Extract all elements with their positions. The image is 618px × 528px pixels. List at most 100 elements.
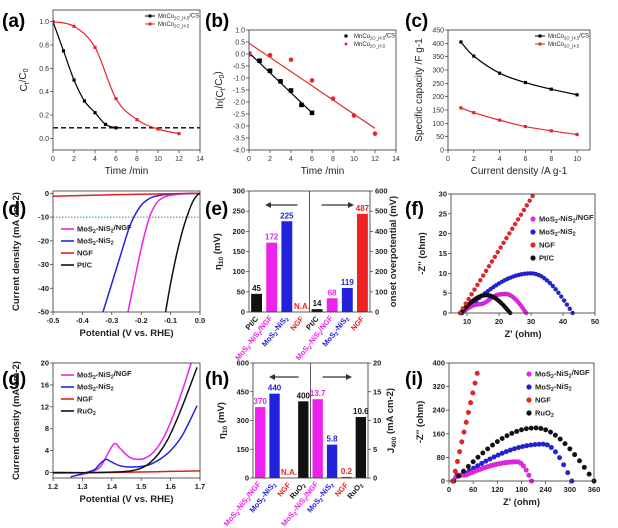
data-point [351,113,357,118]
legend-label-part: /NGF [114,223,132,232]
legend-label-sub: 2 [93,241,96,247]
data-point [498,118,502,122]
data-point [470,459,476,465]
y-tick-label: 400 [432,41,444,48]
data-point [486,263,492,269]
x-tick-label: 0 [51,156,55,163]
legend-label: MoS2​-NiS2​/NGF [535,368,590,380]
legend-marker [344,42,348,46]
y-tick-label: 320 [432,382,445,391]
y-tick-label: 150 [432,108,444,115]
panel-c: (c) 0 50 100 150 200 250 300 350 400 450 0 2 4 6 8 10 Spe… [405,11,591,177]
bar [355,417,366,478]
y-tick-label: 0.2 [39,113,49,120]
data-point [533,425,539,431]
data-point [460,306,466,311]
data-point [543,427,549,433]
series-line [53,21,180,135]
x-tick-label: 1.2 [48,482,58,491]
x-tick-label: -0.4 [76,316,90,325]
data-point [495,452,501,458]
legend-label-part: -NiS [96,382,111,391]
panel-label: (h) [205,369,229,390]
y-tick-label: 20 [373,359,381,368]
y-axis-title: onset overpotential (mV) [388,196,399,307]
data-point [479,460,485,467]
y-axis-title-sub: t [220,88,227,90]
data-point [288,57,294,63]
data-point [558,294,564,299]
y-tick-label: 150 [232,247,245,256]
series-line [76,363,192,477]
panel-f: (f) 0 5 10 15 20 25 30 10 20 30 40 50 -Z'' (ohm) Z' (o… [405,190,599,341]
y-tick-label: -1.0 [233,76,245,83]
y-tick-label: 450 [236,387,249,396]
legend-marker [526,397,532,403]
data-point [135,118,139,122]
bar-value-label: 10.6 [353,407,369,416]
bar [266,242,278,312]
y-axis-title: Current density (mA cm-2) [11,192,22,311]
y-axis-title: Ct​/C0​ [18,68,31,91]
legend-marker [538,42,542,46]
legend-label-sub: 2O_{4.5 [564,35,580,40]
y-axis-title-part: Current density (mA cm [11,204,22,311]
legend-label-sub: 2 [555,232,558,238]
panel-label: (g) [2,369,26,390]
x-axis-title: Z' (ohm) [503,497,540,508]
legend-label-sub: 2 [569,373,572,379]
panel-label: (c) [405,11,428,32]
panel-label: (i) [405,369,423,390]
legend-label: MnCo2O_{4.5​ [354,42,386,48]
x-tick-label: -0.2 [135,316,148,325]
legend-label-part: -NiS [96,224,111,233]
category-label-sub: 2 [258,331,265,337]
data-point [474,370,480,376]
x-axis-title-part: -1 [558,166,567,177]
data-point [465,463,471,469]
legend-label-part: MoS [539,228,555,237]
y-tick-label: -3.5 [233,136,245,143]
y-tick-label: 15 [439,249,447,258]
category-label-sub: 2 [272,483,279,489]
legend-marker [148,22,152,26]
x-axis-title: Potential (V vs. RHE) [80,494,174,505]
y-tick-label: 50 [237,287,245,296]
x-tick-label: 1.7 [195,482,205,491]
y-axis-title: η10​ (mV) [212,233,225,270]
direction-arrows [265,202,354,208]
legend-marker [344,34,348,38]
bar-value-label: 400 [297,391,311,400]
x-tick-label: 50 [591,317,599,326]
x-tick-label: 60 [469,485,477,494]
data-point [514,428,520,434]
data-point [487,456,493,462]
x-tick-label: 20 [495,317,503,326]
data-point [463,419,469,425]
series-mnco2o4-5 [459,106,579,137]
series-line [164,192,200,312]
data-point [472,380,478,386]
data-point [544,278,550,283]
data-point [561,298,567,303]
panel-label: (a) [2,11,25,32]
legend-label: NGF [535,396,551,405]
y-tick-label: 200 [375,267,388,276]
bar [255,407,266,478]
category-label-sub: 2 [247,345,254,351]
x-axis-title: Potential (V vs. RHE) [80,328,174,339]
data-point [489,259,495,264]
x-tick-label: 1.3 [77,482,87,491]
y-tick-label: 250 [232,207,245,216]
arrow-right-icon [348,202,354,208]
x-tick-label: 10 [573,156,581,163]
data-point [156,127,160,131]
panel-label: (d) [2,199,26,220]
y-tick-label: 0 [375,308,379,317]
data-point [561,462,567,468]
y-tick-label: -0.5 [233,64,245,71]
data-point [541,275,547,281]
data-point [477,277,483,283]
x-tick-label: 30 [527,317,535,326]
data-point [114,97,118,101]
